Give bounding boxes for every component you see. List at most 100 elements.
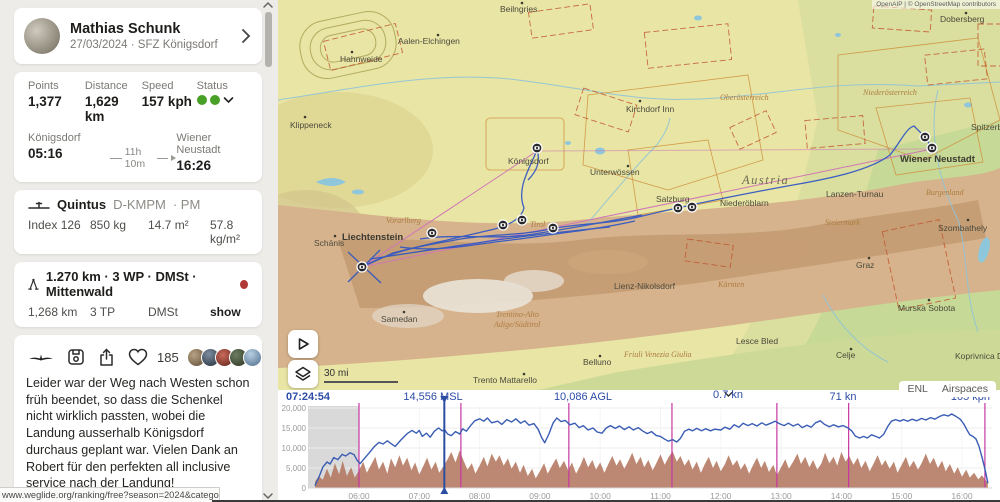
scroll-down-icon[interactable] xyxy=(263,492,273,500)
status-indicator[interactable] xyxy=(196,95,248,105)
altitude-line xyxy=(314,413,989,486)
cursor-time: 07:24:54 xyxy=(286,391,331,403)
status-bar-url: www.weglide.org/ranking/free?season=2024… xyxy=(0,487,220,502)
glider-silhouette-icon[interactable] xyxy=(28,351,54,364)
map-layers-button[interactable] xyxy=(288,360,318,388)
ground-elevation-area xyxy=(308,450,988,488)
map-label: Adige/Südtirol xyxy=(493,320,541,329)
likers-avatars[interactable] xyxy=(186,347,262,367)
status-label: Status xyxy=(196,80,228,92)
map-label: Vorarlberg xyxy=(386,216,421,225)
camera-marker[interactable] xyxy=(516,214,528,226)
task-route-icon xyxy=(28,278,39,290)
pilot-avatar[interactable] xyxy=(24,18,60,54)
share-icon[interactable] xyxy=(98,348,115,367)
arrival-time: 16:26 xyxy=(176,158,211,173)
departure-name: Königsdorf xyxy=(28,132,81,144)
cursor-netto: 71 kn xyxy=(829,391,857,403)
barogram-chart[interactable]: 0 5,000 10,000 15,000 20,000 06:00 07:00 08:00 0… xyxy=(278,390,1000,502)
points-label: Points xyxy=(28,80,59,92)
cursor-altitude-agl: 10,086 AGL xyxy=(553,391,613,403)
x-axis-label: 06:00 xyxy=(348,491,370,501)
map-label: Tirol xyxy=(530,220,546,229)
y-axis-label: 15,000 xyxy=(282,424,307,433)
flight-duration: 11h 10m xyxy=(110,146,177,170)
points-value: 1,377 xyxy=(28,94,62,109)
task-rules: DMSt xyxy=(148,305,178,319)
status-dot-green xyxy=(209,95,220,105)
map-label: Liechtenstein xyxy=(342,232,403,243)
map-label: Beilngries xyxy=(500,4,537,14)
cursor-stats-row: 07:24:54 14,556 MSL 10,086 AGL 0.7 kn 71… xyxy=(278,388,1000,406)
glider-wing-area: 14.7 m² xyxy=(148,218,189,232)
barogram-panel[interactable]: ENL Airspaces 07:24:54 14,556 MSL 10,086… xyxy=(278,381,1000,502)
camera-marker[interactable] xyxy=(497,219,509,231)
map-label: Aalen-Elchingen xyxy=(398,36,460,46)
chevron-right-icon[interactable] xyxy=(240,28,252,44)
task-show-link[interactable]: show xyxy=(210,305,241,319)
save-igc-icon[interactable] xyxy=(67,348,85,366)
chart-layer-toggles: ENL Airspaces xyxy=(899,381,996,397)
x-axis-label: 09:00 xyxy=(529,491,551,501)
glider-mass: 850 kg xyxy=(90,218,127,232)
map-label: Spitzerberg xyxy=(971,122,1000,132)
sidebar: Mathias Schunk 27/03/2024 · SFZ Königsdo… xyxy=(0,0,278,502)
scroll-up-icon[interactable] xyxy=(263,1,273,9)
map-label: Murska Sobota xyxy=(898,303,955,313)
camera-marker[interactable] xyxy=(686,201,698,213)
x-axis-label: 10:00 xyxy=(590,491,612,501)
country-label: Austria xyxy=(741,173,789,187)
map-canvas[interactable]: Austria Beilngries Dobersberg Aalen-Elchin… xyxy=(278,0,1000,390)
enl-toggle[interactable]: ENL xyxy=(907,383,928,395)
cursor-altitude-msl: 14,556 MSL xyxy=(403,391,463,403)
x-axis-label: 16:00 xyxy=(951,491,973,501)
map-label: Friuli Venezia Giulia xyxy=(623,350,692,359)
map-label: Celje xyxy=(836,350,856,360)
map-label: Samedan xyxy=(381,314,418,324)
map-label: Niederöblarn xyxy=(720,198,769,208)
map-label: Belluno xyxy=(583,357,612,367)
task-turnpoints: 3 TP xyxy=(90,305,116,319)
sidebar-scrollbar[interactable] xyxy=(265,12,272,67)
layers-icon xyxy=(295,366,311,381)
flight-comment-text: Leider war der Weg nach Westen schon frü… xyxy=(26,376,250,491)
glider-card: Quintus D-KMPM · PM Index 126 850 kg 14.… xyxy=(14,190,262,254)
like-heart-icon[interactable] xyxy=(128,348,148,366)
camera-marker[interactable] xyxy=(356,261,368,273)
map-label: Hahnweide xyxy=(340,54,383,64)
y-axis-label: 10,000 xyxy=(282,444,307,453)
cursor-vario[interactable]: 0.7 kn xyxy=(713,388,743,401)
map-label: Salzburg xyxy=(656,194,690,204)
map-label: Schänis xyxy=(314,238,344,248)
map-label: Graz xyxy=(856,260,874,270)
replay-play-button[interactable] xyxy=(288,330,318,358)
waypoint-camera-markers xyxy=(356,131,938,273)
flight-map[interactable]: Austria Beilngries Dobersberg Aalen-Elchin… xyxy=(278,0,1000,390)
map-label: Lienz-Nikolsdorf xyxy=(614,281,676,291)
map-label: Wiener Neustadt xyxy=(900,154,976,165)
y-axis-label: 0 xyxy=(302,484,307,493)
camera-marker[interactable] xyxy=(426,227,438,239)
airspaces-toggle[interactable]: Airspaces xyxy=(941,383,988,395)
map-label: Kärnten xyxy=(717,280,744,289)
camera-marker[interactable] xyxy=(672,202,684,214)
map-label: Dobersberg xyxy=(940,14,985,24)
glider-front-icon xyxy=(28,201,50,209)
map-label: Lesce Bled xyxy=(736,336,778,346)
map-label: Kirchdorf Inn xyxy=(626,104,674,114)
camera-marker[interactable] xyxy=(531,142,543,154)
map-label: Szombathely xyxy=(938,223,988,233)
camera-marker[interactable] xyxy=(547,222,559,234)
x-axis-label: 14:00 xyxy=(831,491,853,501)
task-status-dot xyxy=(240,279,249,289)
map-label: Oberösterreich xyxy=(720,93,769,102)
map-label: Koprivnica Da xyxy=(955,351,1000,361)
camera-marker[interactable] xyxy=(926,142,938,154)
pilot-name: Mathias Schunk xyxy=(70,21,181,37)
departure-time: 05:16 xyxy=(28,146,63,161)
camera-marker[interactable] xyxy=(919,131,931,143)
pilot-header[interactable]: Mathias Schunk 27/03/2024 · SFZ Königsdo… xyxy=(14,8,262,64)
flight-meta: 27/03/2024 · SFZ Königsdorf xyxy=(70,39,218,51)
chevron-down-icon[interactable] xyxy=(223,96,234,104)
